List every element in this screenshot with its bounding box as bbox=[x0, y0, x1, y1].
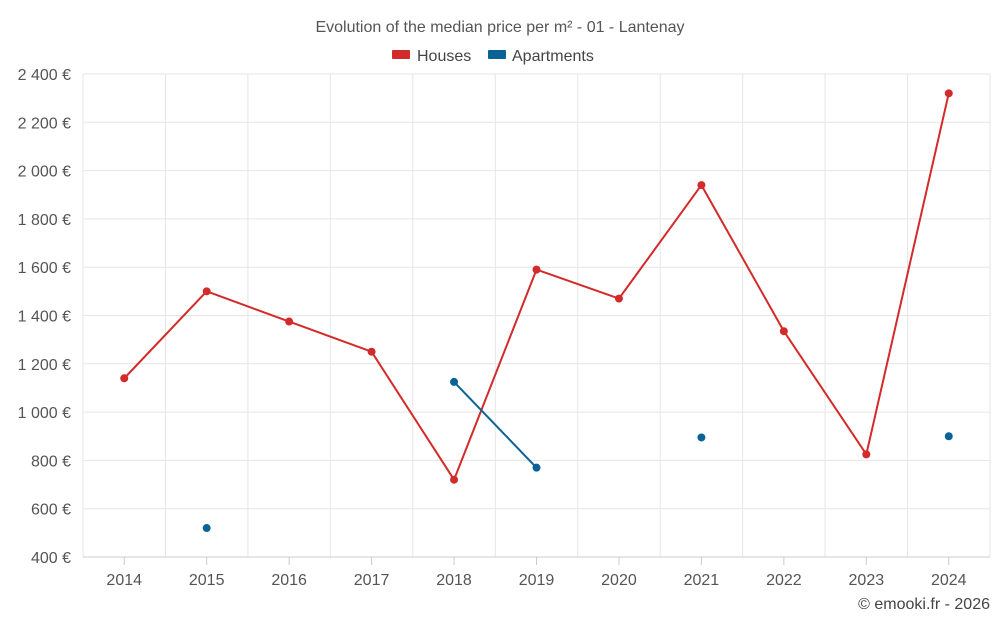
x-tick-label: 2014 bbox=[106, 572, 142, 589]
data-point-houses[interactable] bbox=[862, 450, 871, 459]
credit-text: © emooki.fr - 2026 bbox=[858, 596, 990, 613]
data-point-apartments[interactable] bbox=[697, 433, 706, 442]
x-tick-label: 2024 bbox=[931, 572, 967, 589]
data-point-houses[interactable] bbox=[532, 265, 541, 274]
legend: Houses Apartments bbox=[392, 48, 594, 65]
x-tick-label: 2018 bbox=[436, 572, 472, 589]
legend-swatch-apartments bbox=[488, 50, 506, 59]
x-tick-label: 2021 bbox=[684, 572, 720, 589]
x-tick-label: 2017 bbox=[354, 572, 390, 589]
data-point-apartments[interactable] bbox=[532, 463, 541, 472]
data-point-houses[interactable] bbox=[779, 327, 788, 336]
y-tick-label: 1 800 € bbox=[18, 212, 71, 229]
y-tick-label: 400 € bbox=[31, 550, 71, 567]
data-point-apartments[interactable] bbox=[202, 524, 211, 533]
chart-title: Evolution of the median price per m² - 0… bbox=[315, 19, 684, 36]
data-point-houses[interactable] bbox=[367, 347, 376, 356]
series-line-apartments bbox=[453, 381, 538, 469]
legend-label-houses[interactable]: Houses bbox=[417, 48, 471, 65]
x-tick-label: 2020 bbox=[601, 572, 637, 589]
y-tick-label: 1 600 € bbox=[18, 260, 71, 277]
data-point-houses[interactable] bbox=[202, 287, 211, 296]
y-tick-label: 600 € bbox=[31, 502, 71, 519]
series bbox=[120, 89, 953, 533]
data-point-houses[interactable] bbox=[614, 294, 623, 303]
data-point-houses[interactable] bbox=[285, 317, 294, 326]
data-point-apartments[interactable] bbox=[450, 377, 459, 386]
data-point-houses[interactable] bbox=[450, 475, 459, 484]
data-point-houses[interactable] bbox=[697, 181, 706, 190]
y-tick-label: 2 400 € bbox=[18, 67, 71, 84]
data-point-apartments[interactable] bbox=[944, 432, 953, 441]
y-tick-label: 800 € bbox=[31, 453, 71, 470]
x-tick-label: 2019 bbox=[519, 572, 555, 589]
data-point-houses[interactable] bbox=[120, 374, 129, 383]
legend-label-apartments[interactable]: Apartments bbox=[512, 48, 594, 65]
y-tick-label: 2 000 € bbox=[18, 164, 71, 181]
x-tick-label: 2016 bbox=[271, 572, 307, 589]
y-tick-label: 1 200 € bbox=[18, 357, 71, 374]
x-tick-label: 2015 bbox=[189, 572, 225, 589]
y-tick-label: 2 200 € bbox=[18, 115, 71, 132]
grid bbox=[82, 73, 991, 557]
x-tick-label: 2023 bbox=[849, 572, 885, 589]
x-tick-label: 2022 bbox=[766, 572, 802, 589]
data-point-houses[interactable] bbox=[944, 89, 953, 98]
legend-swatch-houses bbox=[392, 50, 410, 59]
axes: 400 € 600 € 800 € 1 000 € 1 200 € 1 400 € 1 60… bbox=[18, 67, 990, 589]
y-tick-label: 1 000 € bbox=[18, 405, 71, 422]
y-tick-label: 1 400 € bbox=[18, 309, 71, 326]
